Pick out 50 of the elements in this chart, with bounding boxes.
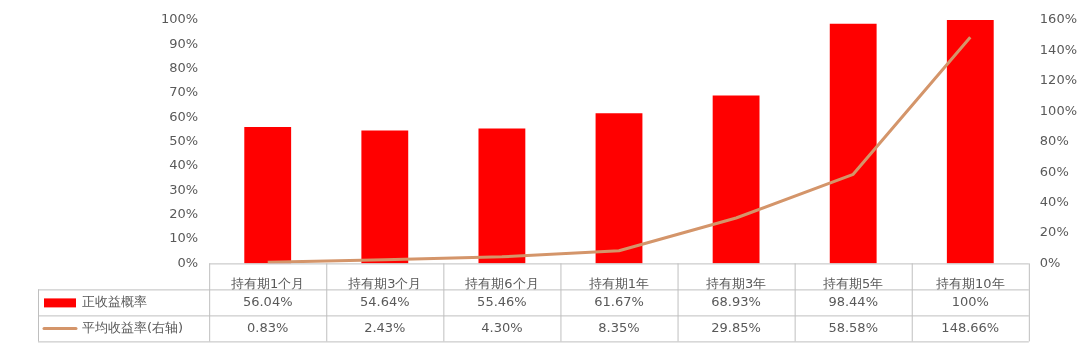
- y-tick-label: 10%: [169, 230, 199, 246]
- y-tick-label: 60%: [169, 108, 199, 124]
- y2-tick-label: 160%: [1039, 11, 1078, 27]
- y2-tick-label: 140%: [1039, 41, 1078, 57]
- data-label: 148.66%: [941, 319, 1000, 335]
- y2-tick-label: 20%: [1039, 224, 1069, 240]
- data-label: 100%: [951, 293, 989, 309]
- x-tick-label: 持有期10年: [936, 275, 1005, 291]
- y-tick-label: 30%: [169, 181, 199, 197]
- y2-tick-label: 100%: [1039, 102, 1078, 118]
- data-label: 68.93%: [711, 293, 761, 309]
- data-label: 61.67%: [594, 293, 644, 309]
- x-tick-label: 持有期6个月: [465, 275, 539, 291]
- y-tick-label: 70%: [169, 84, 199, 100]
- bar: [244, 127, 292, 264]
- x-tick-label: 持有期3个月: [348, 275, 422, 291]
- y-tick-label: 0%: [177, 254, 199, 270]
- x-tick-label: 持有期3年: [705, 275, 767, 291]
- data-label: 54.64%: [360, 293, 410, 309]
- bar: [829, 23, 877, 264]
- y2-tick-label: 120%: [1039, 72, 1078, 88]
- data-label: 56.04%: [242, 293, 293, 309]
- bar: [478, 128, 526, 264]
- x-tick-label: 持有期1个月: [231, 275, 305, 291]
- data-label: 2.43%: [364, 319, 406, 335]
- y-tick-label: 90%: [169, 35, 199, 51]
- data-label: 29.85%: [711, 319, 761, 335]
- x-tick-label: 持有期1年: [588, 275, 650, 291]
- y-tick-label: 80%: [169, 60, 199, 76]
- y-tick-label: 100%: [160, 11, 199, 27]
- data-label: 4.30%: [481, 319, 523, 335]
- bar: [712, 95, 760, 264]
- data-label: 98.44%: [828, 293, 878, 309]
- y2-tick-label: 60%: [1039, 163, 1069, 179]
- data-label: 0.83%: [247, 319, 289, 335]
- data-label: 58.58%: [828, 319, 878, 335]
- y-tick-label: 20%: [169, 206, 199, 222]
- legend-label: 平均收益率(右轴): [82, 319, 184, 335]
- legend-label: 正收益概率: [82, 293, 147, 309]
- y2-tick-label: 80%: [1039, 133, 1069, 149]
- bar: [361, 130, 409, 264]
- bar: [595, 113, 643, 264]
- y-tick-label: 50%: [169, 133, 199, 149]
- bar: [946, 20, 994, 264]
- y2-tick-label: 0%: [1039, 254, 1061, 270]
- y-tick-label: 40%: [169, 157, 199, 173]
- x-tick-label: 持有期5年: [823, 275, 884, 291]
- data-label: 55.46%: [477, 293, 527, 309]
- data-label: 8.35%: [598, 319, 640, 335]
- y2-tick-label: 40%: [1039, 193, 1069, 209]
